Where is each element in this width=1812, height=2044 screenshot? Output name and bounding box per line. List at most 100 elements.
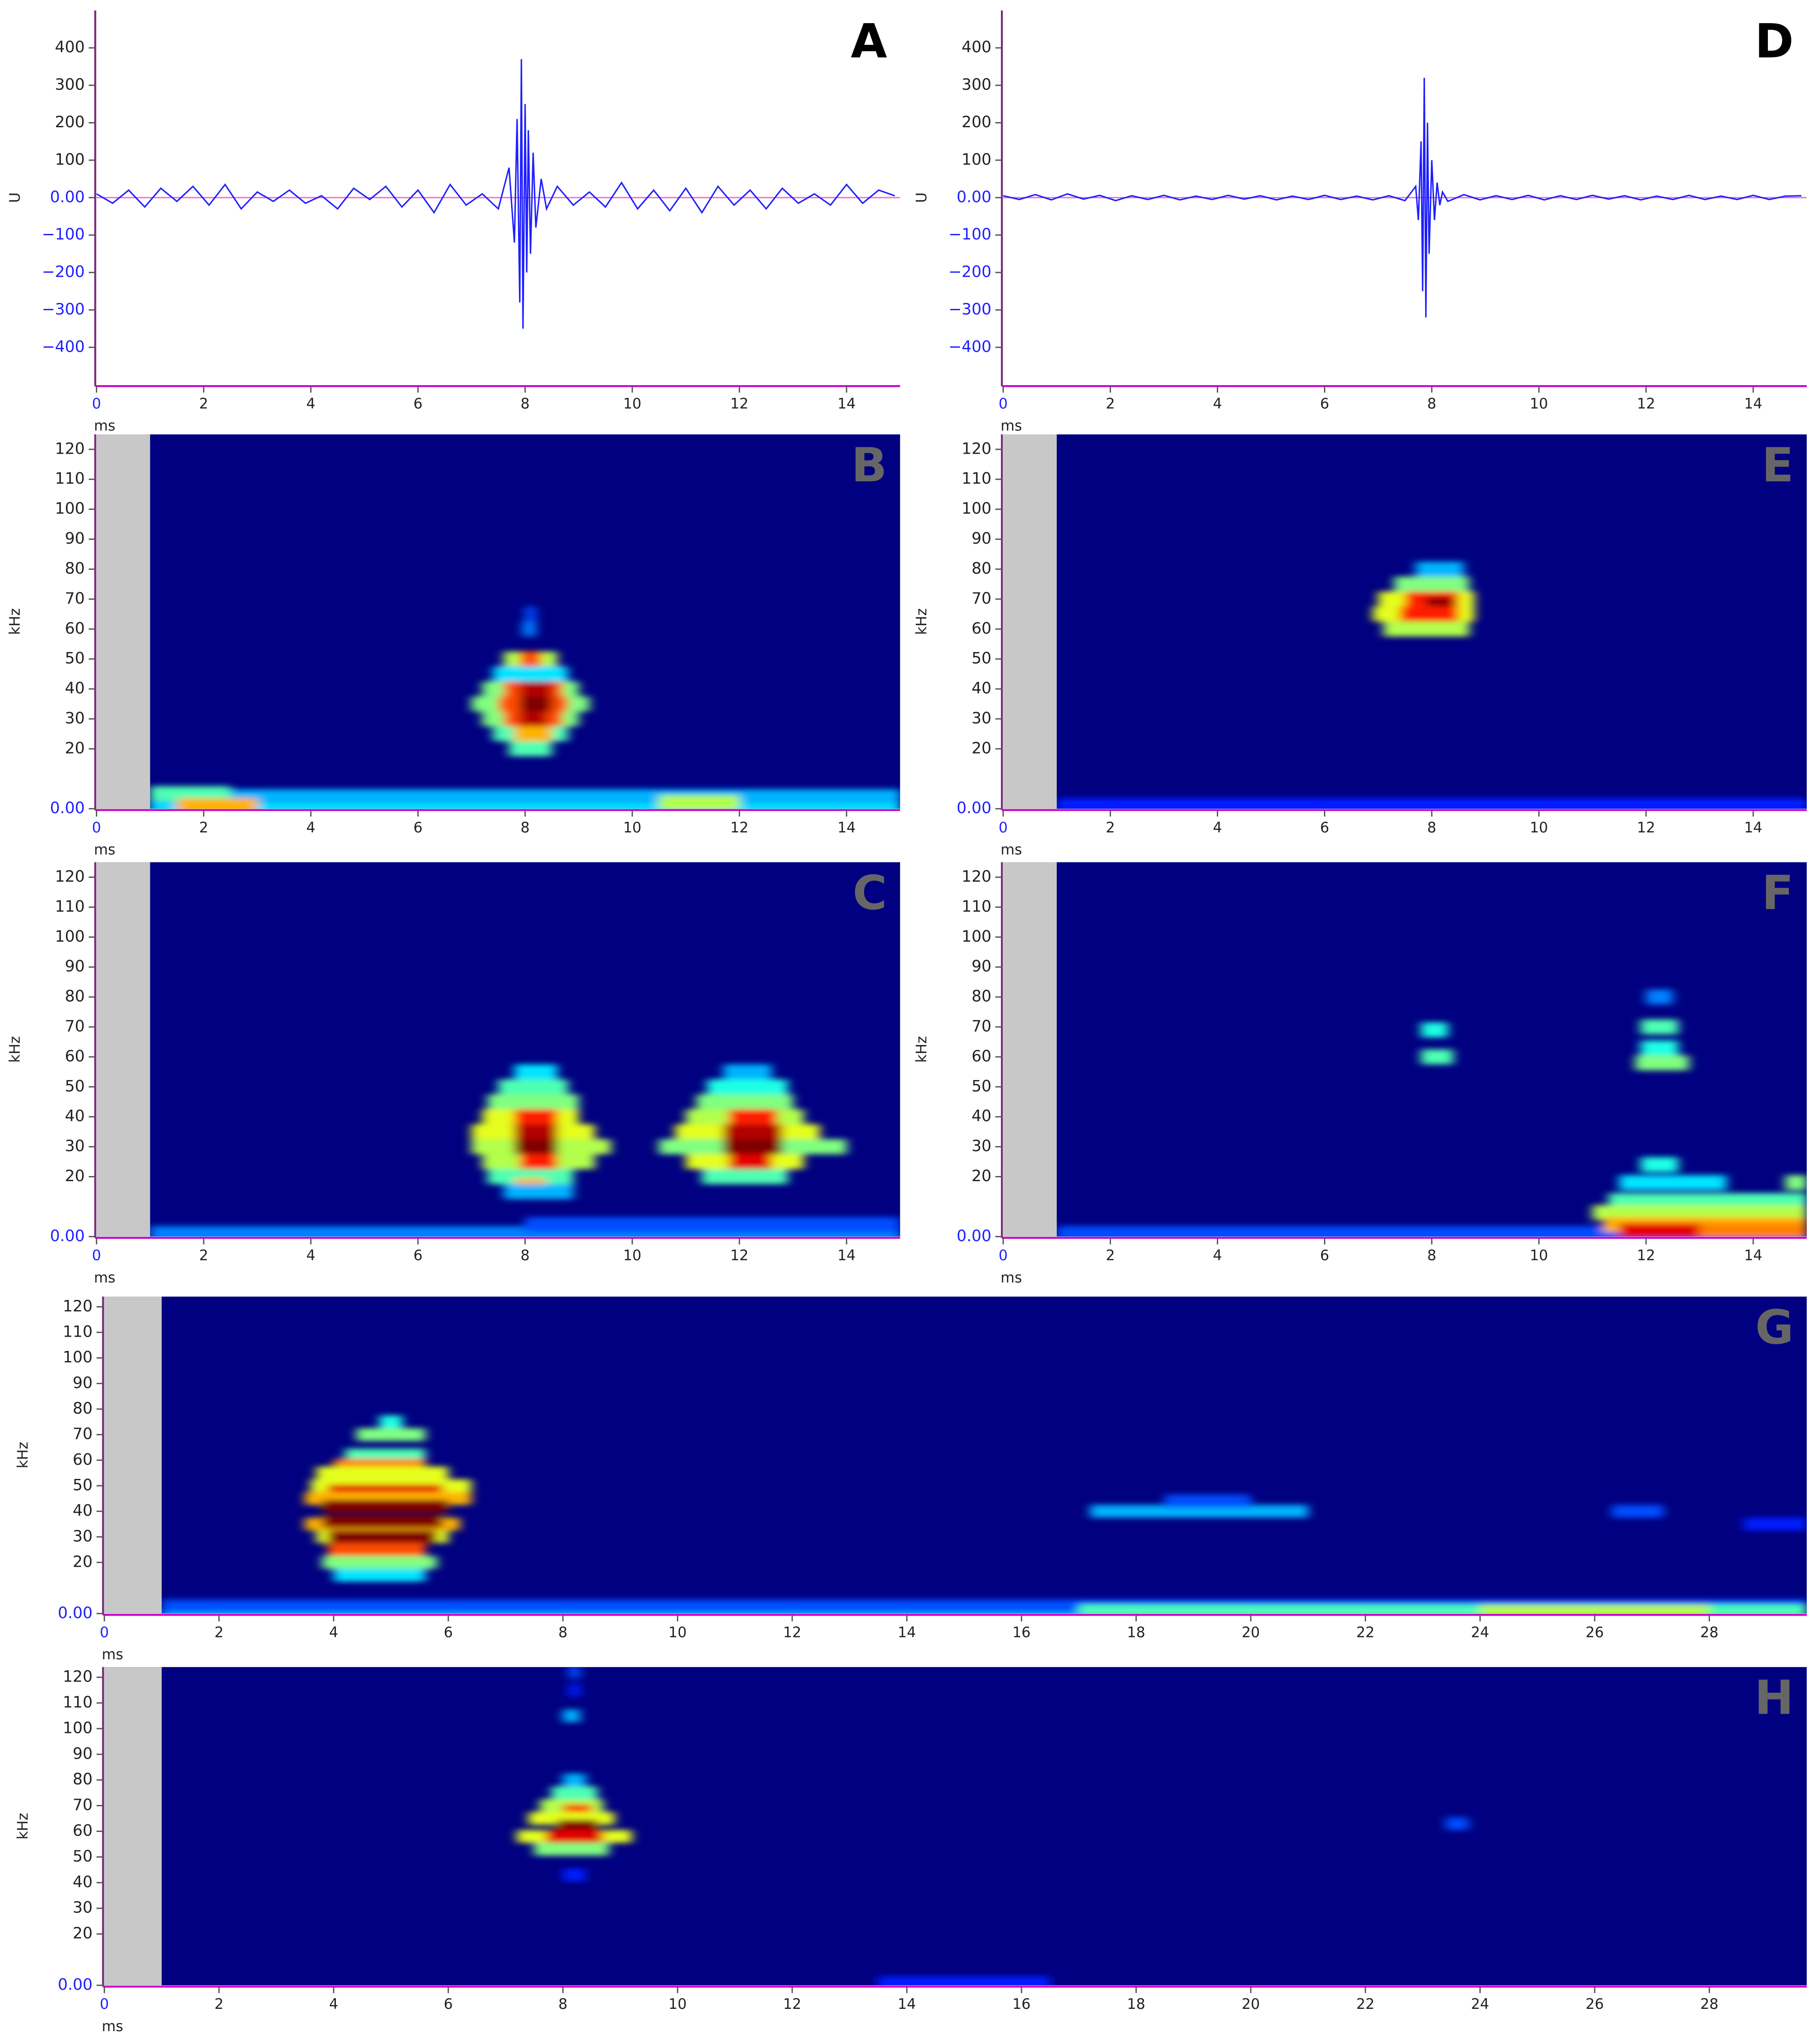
x-tick-label: 8	[521, 1247, 530, 1264]
x-tick-label: 2	[1106, 1247, 1115, 1264]
spectral-cell	[1785, 1175, 1807, 1190]
y-tick-label: 80	[73, 1770, 93, 1788]
x-axis-label: ms	[94, 417, 115, 434]
panel-label: E	[1762, 437, 1794, 492]
spectral-cell	[1619, 1175, 1727, 1190]
y-tick-label: 80	[65, 987, 84, 1006]
x-tick-label: 4	[1213, 819, 1222, 836]
y-tick-label: 40	[971, 679, 991, 697]
spectral-cell	[522, 621, 536, 637]
y-tick-label: 90	[73, 1744, 93, 1763]
x-tick-label: 12	[730, 1247, 749, 1264]
y-tick-label: 100	[961, 150, 991, 168]
y-tick-label: 110	[961, 469, 991, 488]
masked-region	[104, 1667, 162, 1985]
y-tick-label: 400	[55, 38, 85, 56]
panel-label: C	[853, 865, 887, 920]
y-tick-label: 80	[971, 987, 991, 1006]
spectral-cell	[1057, 798, 1807, 809]
panel-label: H	[1755, 1670, 1794, 1725]
y-tick-label: 100	[961, 927, 991, 946]
y-axis-label: kHz	[14, 1442, 31, 1468]
y-tick-label: 30	[65, 1137, 84, 1155]
x-tick-label: 6	[1320, 819, 1329, 836]
y-tick-label: 80	[971, 559, 991, 578]
spectral-cell	[328, 1543, 425, 1556]
x-tick-label: 10	[1530, 1247, 1548, 1264]
plot-area	[104, 1667, 1807, 1985]
spectral-cell	[322, 1556, 437, 1569]
spectral-cell	[1421, 1049, 1453, 1065]
spectral-cell	[150, 789, 900, 805]
spectral-cell	[520, 711, 547, 727]
x-axis-label: ms	[1000, 841, 1022, 858]
x-tick-label: 12	[1637, 395, 1655, 412]
y-tick-label: 0.00	[50, 799, 85, 817]
spectrogram	[1057, 989, 1807, 1237]
x-tick-label: 14	[837, 819, 856, 836]
y-tick-label: −300	[42, 300, 85, 318]
y-tick-label: 20	[971, 739, 991, 757]
x-tick-label: 0	[92, 395, 101, 412]
y-tick-label: 110	[63, 1322, 93, 1341]
y-tick-label: 0.00	[50, 1227, 85, 1245]
spectral-cell	[1619, 1223, 1700, 1237]
y-tick-label: 100	[63, 1718, 93, 1737]
panel-label: D	[1755, 14, 1794, 69]
y-tick-label: 120	[63, 1297, 93, 1315]
x-tick-label: 2	[1106, 395, 1115, 412]
y-tick-label: 90	[971, 529, 991, 548]
x-tick-label: 4	[1213, 395, 1222, 412]
spectral-cell	[333, 1568, 425, 1582]
spectral-cell	[878, 1976, 1050, 1985]
x-tick-label: 12	[783, 1996, 802, 2012]
spectrogram	[1057, 561, 1807, 809]
spectral-cell	[1480, 1604, 1710, 1614]
x-tick-label: 2	[199, 1247, 208, 1264]
spectral-cell	[545, 1830, 603, 1843]
y-tick-label: 30	[971, 1137, 991, 1155]
x-tick-label: 20	[1242, 1624, 1260, 1640]
x-tick-label: 2	[214, 1996, 223, 2012]
masked-region	[1003, 434, 1057, 809]
x-tick-label: 4	[306, 819, 315, 836]
y-axis-label: kHz	[6, 1036, 23, 1062]
y-tick-label: 70	[73, 1425, 93, 1443]
y-tick-label: 110	[63, 1693, 93, 1711]
spectral-cell	[356, 1428, 425, 1441]
y-tick-label: 20	[971, 1167, 991, 1185]
spectral-cell	[728, 1154, 772, 1170]
spectral-cell	[520, 651, 542, 667]
x-tick-label: 14	[898, 1996, 916, 2012]
x-tick-label: 14	[1744, 819, 1762, 836]
plot-area	[96, 434, 900, 809]
spectral-cell	[702, 1169, 788, 1185]
y-tick-label: 0.00	[58, 1604, 93, 1622]
x-tick-label: 12	[1637, 1247, 1655, 1264]
spectral-cell	[696, 1094, 793, 1110]
y-tick-label: 40	[65, 679, 84, 697]
spectral-cell	[1421, 1022, 1448, 1038]
spectrogram	[162, 1415, 1807, 1614]
spectral-cell	[488, 1094, 579, 1110]
x-axis-label: ms	[1000, 1269, 1022, 1286]
spectral-cell	[525, 1217, 900, 1232]
x-axis-label: ms	[102, 1646, 123, 1663]
y-tick-label: 70	[971, 1017, 991, 1035]
y-tick-label: 70	[65, 589, 84, 608]
x-tick-label: 12	[783, 1624, 802, 1640]
masked-region	[104, 1296, 162, 1614]
y-tick-label: −400	[949, 337, 991, 356]
spectral-cell	[316, 1466, 449, 1480]
plot-area	[96, 862, 900, 1237]
y-axis-label: U	[913, 192, 930, 203]
x-tick-label: 16	[1012, 1996, 1031, 2012]
y-tick-label: 30	[971, 709, 991, 727]
y-tick-label: −300	[949, 300, 991, 318]
spectral-cell	[1384, 621, 1470, 637]
x-tick-label: 4	[306, 395, 315, 412]
x-tick-label: 14	[898, 1624, 916, 1640]
plot-area	[1003, 862, 1807, 1237]
x-tick-label: 10	[623, 819, 641, 836]
y-tick-label: 120	[63, 1667, 93, 1686]
